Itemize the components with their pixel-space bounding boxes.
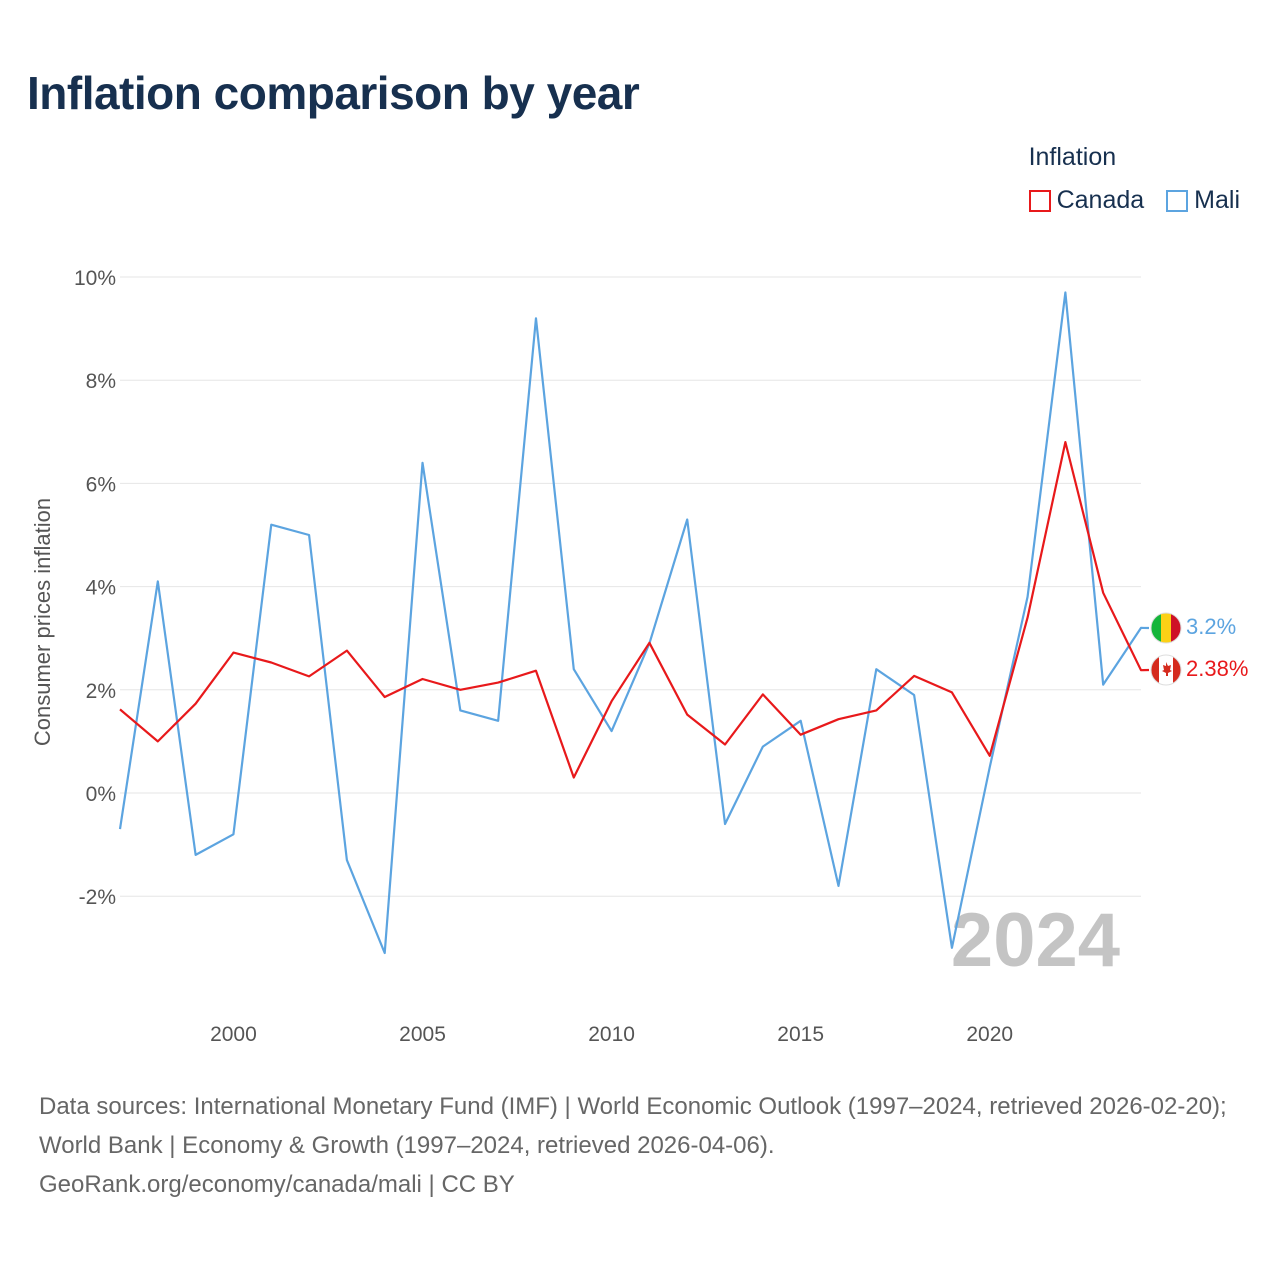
end-label-canada: 2.38% xyxy=(1186,656,1248,681)
canada-flag-icon xyxy=(1151,655,1181,685)
series-line-mali[interactable] xyxy=(118,291,1150,955)
line-chart: -2% 0% 2% 4% 6% 8% 10% 2000 2005 2010 2015 2020 Co… xyxy=(30,267,1248,1046)
legend-item-canada[interactable]: Canada xyxy=(1028,186,1145,215)
footer: Data sources: International Monetary Fun… xyxy=(39,1087,1249,1204)
mali-flag-icon xyxy=(1151,613,1181,643)
end-label-mali: 3.2% xyxy=(1186,614,1236,639)
x-tick-label: 2005 xyxy=(399,1023,446,1046)
data-sources-note: Data sources: International Monetary Fun… xyxy=(39,1093,1227,1159)
credit-link[interactable]: GeoRank.org/economy/canada/mali | CC BY xyxy=(39,1171,515,1198)
legend-swatch-mali xyxy=(1166,189,1189,212)
y-tick-label: 2% xyxy=(86,680,116,703)
y-tick-label: 10% xyxy=(74,267,116,290)
y-tick-label: 6% xyxy=(86,473,116,496)
y-tick-label: 8% xyxy=(86,370,116,393)
y-axis-label: Consumer prices inflation xyxy=(30,498,55,746)
x-tick-label: 2010 xyxy=(588,1023,635,1046)
legend-swatch-canada xyxy=(1028,189,1051,212)
legend: Inflation Canada Mali xyxy=(1028,143,1240,215)
legend-label-canada: Canada xyxy=(1056,186,1145,214)
x-tick-label: 2000 xyxy=(210,1023,257,1046)
y-tick-label: 4% xyxy=(86,577,116,600)
x-tick-label: 2015 xyxy=(777,1023,824,1046)
legend-title: Inflation xyxy=(1028,143,1117,171)
y-tick-label: 0% xyxy=(86,783,116,806)
series-line-canada[interactable] xyxy=(119,441,1150,779)
x-tick-label: 2020 xyxy=(966,1023,1013,1046)
year-watermark: 2024 xyxy=(951,898,1120,983)
legend-label-mali: Mali xyxy=(1194,186,1240,214)
y-tick-label: -2% xyxy=(79,886,116,909)
legend-item-mali[interactable]: Mali xyxy=(1166,186,1240,215)
chart-title: Inflation comparison by year xyxy=(27,67,640,119)
